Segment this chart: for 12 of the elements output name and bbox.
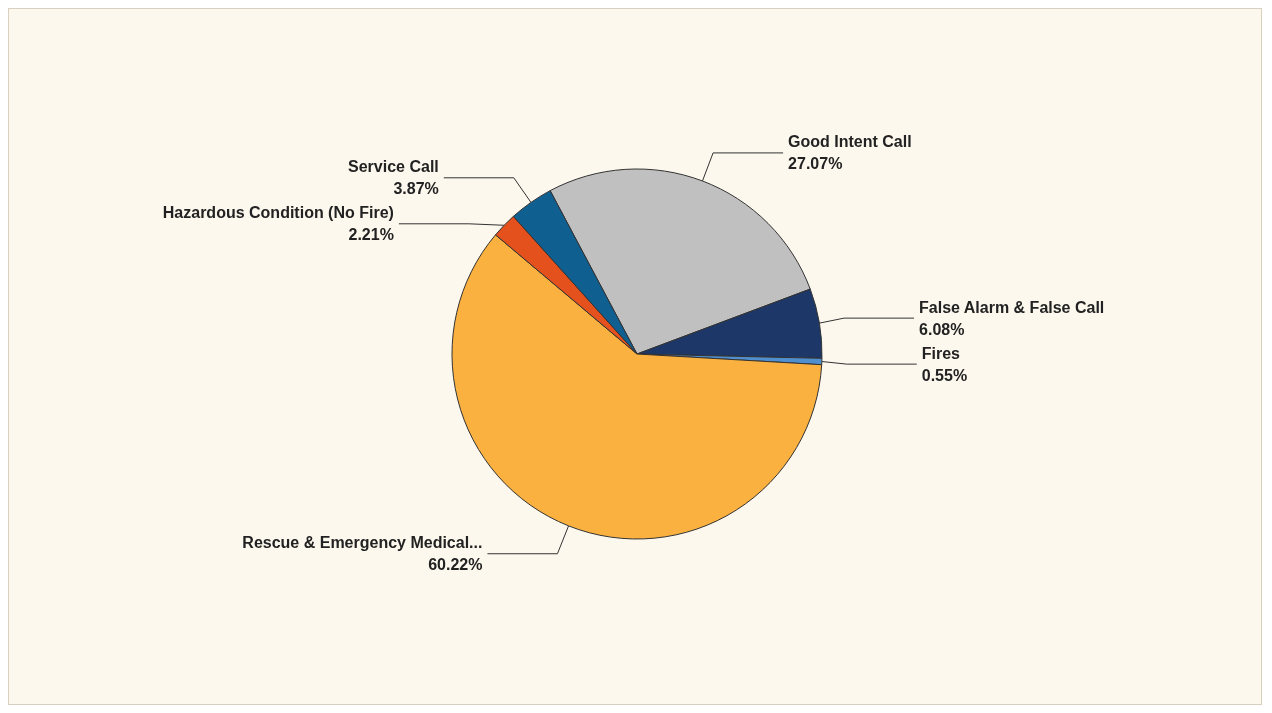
data-label: 60.22% [428, 556, 483, 574]
slice-label: Fires [921, 344, 961, 362]
data-label: 3.87% [393, 180, 439, 198]
data-label: 2.21% [348, 226, 394, 244]
slice-label: Good Intent Call [788, 133, 912, 151]
data-label: 0.55% [921, 366, 968, 384]
data-label: 27.07% [788, 155, 843, 173]
slice-label: Rescue & Emergency Medical... [242, 534, 483, 552]
slice-label: Hazardous Condition (No Fire) [162, 204, 394, 222]
slice-label: False Alarm & False Call [919, 298, 1105, 316]
data-label: 6.08% [919, 320, 965, 338]
slice-label: Service Call [348, 158, 439, 176]
